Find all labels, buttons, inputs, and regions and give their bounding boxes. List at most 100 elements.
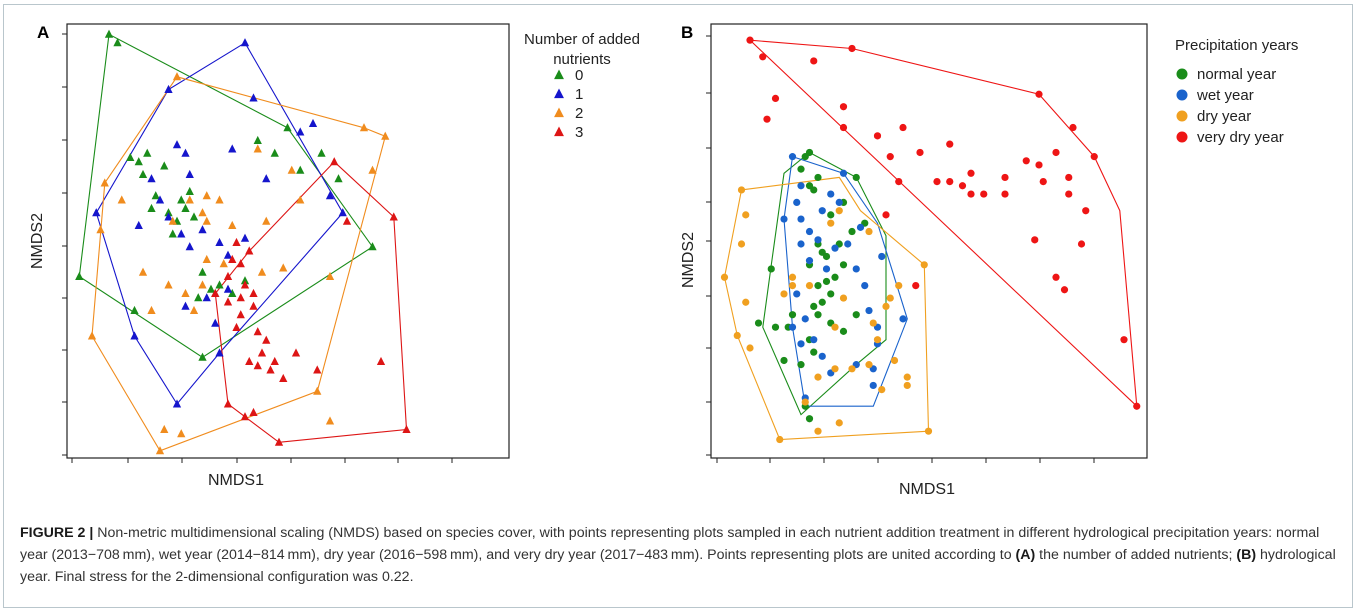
panel-a-point-1 <box>296 127 305 136</box>
panel-b-point-wet-year <box>835 198 843 206</box>
panel-a-point-2 <box>325 271 335 280</box>
panel-a-point-1 <box>211 318 220 327</box>
panel-a-point-0 <box>160 161 169 170</box>
panel-b-point-dry-year <box>827 219 835 227</box>
panel-b-point-wet-year <box>788 153 797 161</box>
panel-a-point-3 <box>228 254 237 263</box>
panel-b-point-wet-year <box>788 323 797 331</box>
panel-a-point-3 <box>249 407 258 416</box>
panel-a-point-2 <box>198 208 207 217</box>
panel-a-point-3 <box>402 424 411 433</box>
panel-a-point-1 <box>249 93 258 102</box>
panel-a-point-2 <box>287 165 296 174</box>
panel-b-points <box>720 36 1141 444</box>
panel-b-point-dry-year <box>924 427 933 435</box>
panel-b-point-wet-year <box>814 236 822 244</box>
panel-b-point-wet-year <box>852 265 860 273</box>
panel-b-hull-dry-year <box>723 176 930 441</box>
panel-b-point-normal-year <box>767 265 775 273</box>
panel-b-point-very-dry-year <box>899 123 907 132</box>
panel-a-point-3 <box>249 301 258 310</box>
panel-b-hull-wet-year <box>783 155 908 407</box>
panel-b-point-dry-year <box>737 186 746 194</box>
panel-a-point-3 <box>236 310 245 319</box>
panel-b-point-dry-year <box>788 282 797 290</box>
panel-b-legend-marker-wet-year <box>1176 89 1188 101</box>
panel-a-point-3 <box>376 356 386 365</box>
panel-b-legend-label-very-dry-year: very dry year <box>1197 129 1284 146</box>
panel-a-point-2 <box>262 216 271 225</box>
panel-b-point-normal-year <box>754 319 763 327</box>
panel-a-point-1 <box>164 212 173 221</box>
panel-b-point-wet-year <box>797 240 805 248</box>
panel-a-point-2 <box>313 386 322 395</box>
panel-b-hull-normal-year <box>762 151 887 416</box>
panel-a-point-2 <box>202 216 211 225</box>
panel-a-point-2 <box>202 191 211 200</box>
panel-b-point-normal-year <box>839 327 848 335</box>
panel-a-point-1 <box>181 148 190 157</box>
panel-a-point-3 <box>232 322 241 331</box>
caption-text-part-3: hydrological year. Final stress for the … <box>20 547 1336 585</box>
panel-a-point-3 <box>245 356 254 365</box>
panel-b-ticks <box>706 35 1095 463</box>
panel-a-point-0 <box>253 135 262 144</box>
panel-b-point-wet-year <box>793 290 801 298</box>
panel-b-point-very-dry-year <box>1052 273 1060 281</box>
panel-b-point-dry-year <box>886 294 894 302</box>
panel-b-point-very-dry-year <box>1035 90 1043 98</box>
panel-a-point-3 <box>342 216 352 225</box>
panel-b-point-wet-year <box>827 190 835 198</box>
panel-a-point-2 <box>160 424 169 433</box>
panel-a-point-2 <box>381 131 390 140</box>
panel-b-point-very-dry-year <box>895 178 903 186</box>
panel-b-point-normal-year <box>788 311 797 319</box>
panel-b-point-normal-year <box>810 302 818 310</box>
panel-a-hulls <box>78 33 408 452</box>
panel-b-point-very-dry-year <box>1065 173 1073 182</box>
panel-b-point-very-dry-year <box>1065 190 1073 198</box>
panel-a-point-0 <box>198 267 207 276</box>
panel-b-x-axis-label: NMDS1 <box>899 481 955 498</box>
panel-b-point-very-dry-year <box>1082 207 1090 215</box>
panel-a-point-1 <box>215 348 224 357</box>
panel-a-point-3 <box>223 297 233 306</box>
panel-a-point-1 <box>181 301 190 310</box>
panel-b-legend: Precipitation years normal year wet year d… <box>1175 37 1298 146</box>
panel-b-point-wet-year <box>805 257 814 265</box>
panel-a-point-2 <box>185 195 194 204</box>
caption-figure-label: FIGURE 2 | <box>20 525 94 541</box>
panel-a-point-0 <box>143 148 152 157</box>
panel-a-point-3 <box>240 280 250 289</box>
panel-a-point-0 <box>138 169 148 178</box>
panel-a-point-0 <box>296 165 305 174</box>
panel-b-point-dry-year <box>733 331 741 340</box>
panel-b-point-very-dry-year <box>886 153 894 161</box>
panel-b-point-dry-year <box>805 282 814 290</box>
caption-bold-a: (A) <box>1015 547 1036 563</box>
panel-b-point-wet-year <box>818 352 826 360</box>
panel-b-point-dry-year <box>720 273 729 281</box>
panel-b-point-very-dry-year <box>1039 178 1047 186</box>
panel-a-point-2 <box>100 178 109 187</box>
panel-a-point-3 <box>223 271 233 280</box>
panel-a-point-2 <box>164 280 173 289</box>
panel-b-point-dry-year <box>878 386 886 394</box>
panel-b-point-normal-year <box>827 290 835 298</box>
panel-a-legend-marker-1 <box>554 88 564 99</box>
panel-a-point-1 <box>338 208 347 217</box>
panel-a-hull-1 <box>95 42 344 405</box>
panel-b-point-wet-year <box>899 315 907 323</box>
panel-b-point-very-dry-year <box>967 190 975 198</box>
panel-a-point-1 <box>134 220 143 229</box>
panel-a-point-0 <box>228 288 237 297</box>
panel-b-point-very-dry-year <box>946 140 954 148</box>
panel-a-point-0 <box>104 29 114 38</box>
panel-a-point-1 <box>202 293 211 302</box>
panel-a-point-1 <box>223 250 233 259</box>
panel-b-point-very-dry-year <box>839 123 848 132</box>
panel-a-point-1 <box>130 331 139 340</box>
panel-a-point-0 <box>215 280 224 289</box>
panel-b-hull-very-dry-year <box>748 39 1138 408</box>
panel-b-point-very-dry-year <box>1133 402 1141 410</box>
